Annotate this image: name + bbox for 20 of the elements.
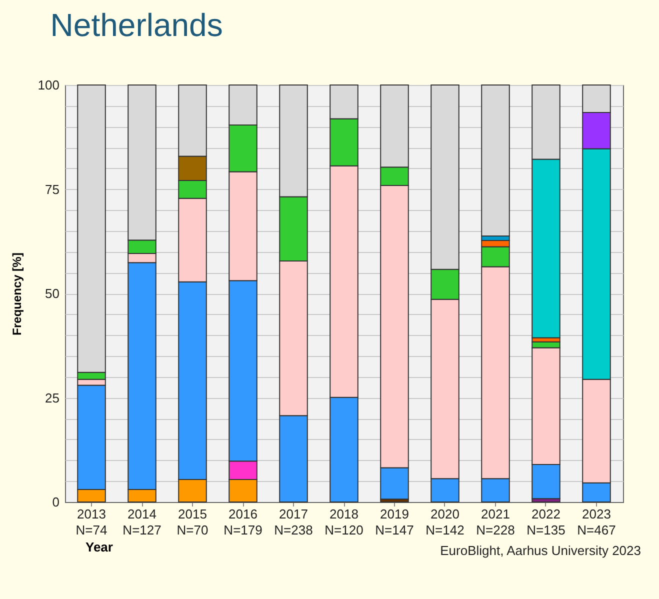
x-tick-label: 2017 N=238: [274, 506, 313, 538]
x-tick-label: 2021 N=228: [476, 506, 515, 538]
chart-title: Netherlands: [50, 7, 223, 43]
y-tick-label: 25: [45, 390, 60, 406]
x-tick-label: 2014 N=127: [122, 506, 162, 538]
y-axis-title: Frequency [%]: [10, 252, 24, 336]
x-tick-label: 2022 N=135: [526, 506, 566, 538]
y-tick-label: 0: [52, 494, 60, 510]
x-tick-label: 2023 N=467: [577, 506, 616, 538]
x-tick-label: 2018 N=120: [324, 506, 364, 538]
y-tick-label: 50: [45, 286, 60, 301]
y-tick-label: 100: [38, 78, 60, 92]
x-axis-title: Year: [86, 540, 113, 554]
x-tick-label: 2016 N=179: [224, 506, 262, 538]
x-tick-label: 2013 N=74: [76, 506, 108, 538]
x-tick-label: 2020 N=142: [426, 506, 464, 538]
x-tick-label: 2019 N=147: [375, 506, 414, 538]
y-tick-label: 75: [45, 182, 60, 197]
text: EuroBlight, Aarhus University 2023: [440, 543, 641, 558]
x-tick-label: 2015 N=70: [176, 506, 208, 538]
